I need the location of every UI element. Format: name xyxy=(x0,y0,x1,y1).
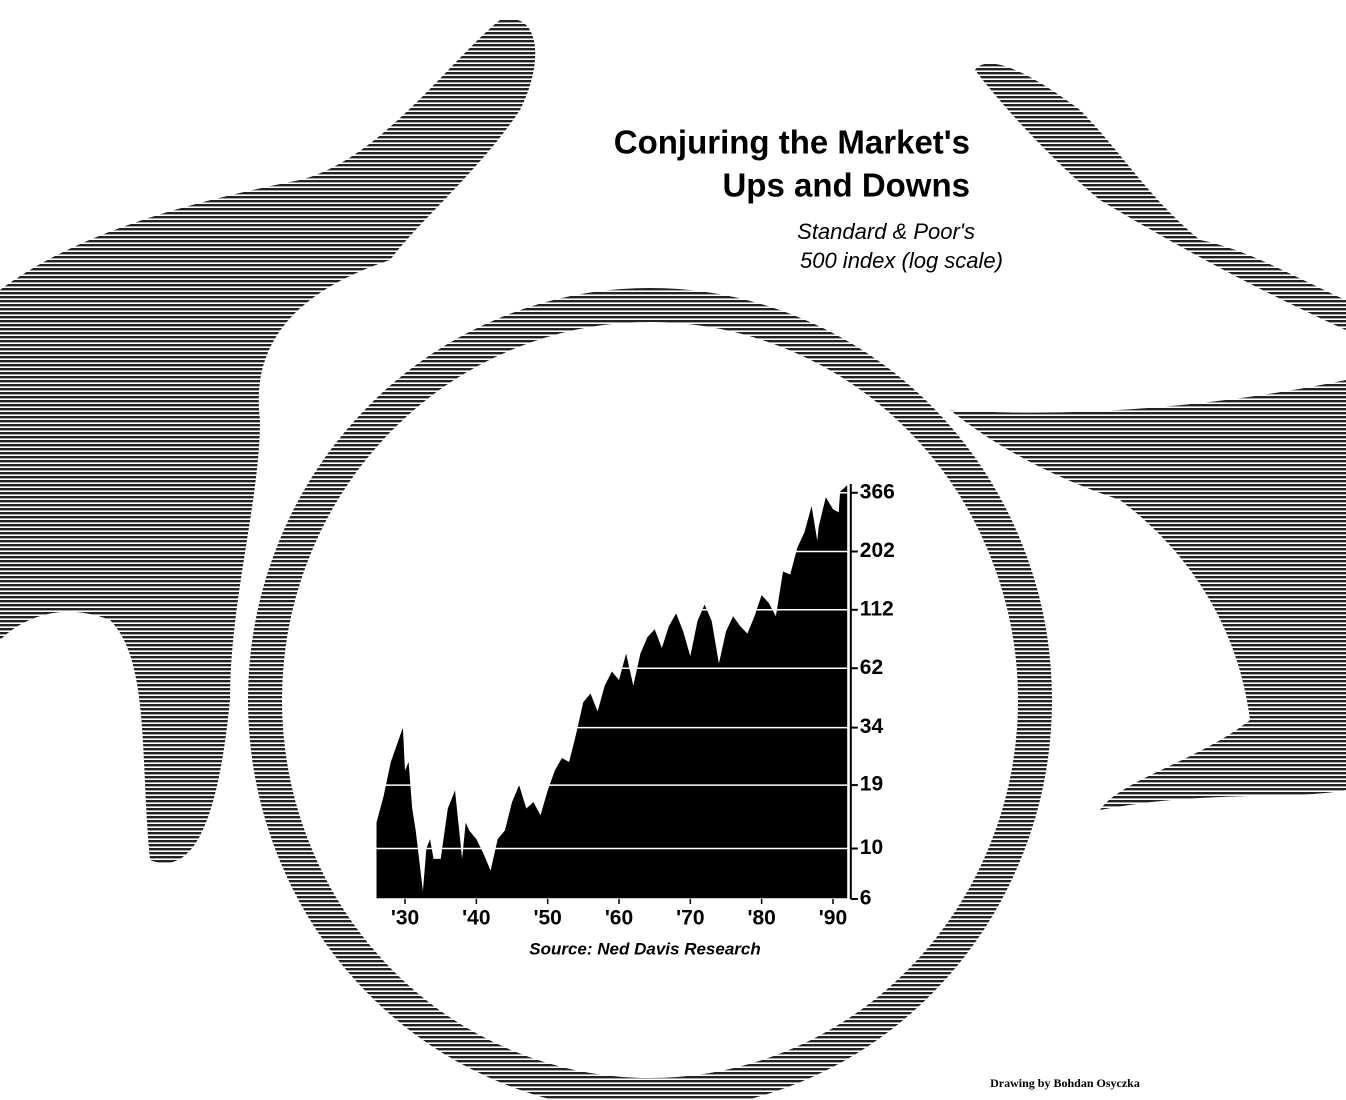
y-tick-label: 202 xyxy=(860,539,895,562)
y-tick-label: 366 xyxy=(860,480,895,503)
y-tick-label: 19 xyxy=(860,773,883,796)
x-tick-label: '60 xyxy=(605,907,633,930)
x-tick-label: '90 xyxy=(819,907,847,930)
title-line: Ups and Downs xyxy=(722,167,970,204)
x-tick-label: '80 xyxy=(747,907,775,930)
x-tick-label: '30 xyxy=(391,907,419,930)
x-tick-label: '70 xyxy=(676,907,704,930)
y-tick-label: 62 xyxy=(860,656,883,679)
illustration xyxy=(0,19,1346,1095)
y-tick-label: 112 xyxy=(860,597,894,620)
title-line: Conjuring the Market's xyxy=(614,124,970,161)
credit: Drawing by Bohdan Osyczka xyxy=(990,1076,1140,1090)
y-tick-label: 34 xyxy=(860,715,884,738)
area xyxy=(377,485,848,899)
x-tick-label: '40 xyxy=(462,907,490,930)
subtitle-line: Standard & Poor's xyxy=(797,219,975,244)
subtitle-line: 500 index (log scale) xyxy=(800,248,1003,273)
y-tick-label: 6 xyxy=(860,887,872,910)
plot: 6 10 19 34 62 112 202 366 '30 '40 '50 '60 '70 '80 '90 xyxy=(377,480,895,929)
source: Source: Ned Davis Research xyxy=(529,939,761,958)
page: Conjuring the Market's Ups and Downs Sta… xyxy=(0,0,1346,1100)
y-tick-label: 10 xyxy=(860,836,883,859)
right-hand xyxy=(950,64,1346,810)
x-tick-label: '50 xyxy=(533,907,561,930)
